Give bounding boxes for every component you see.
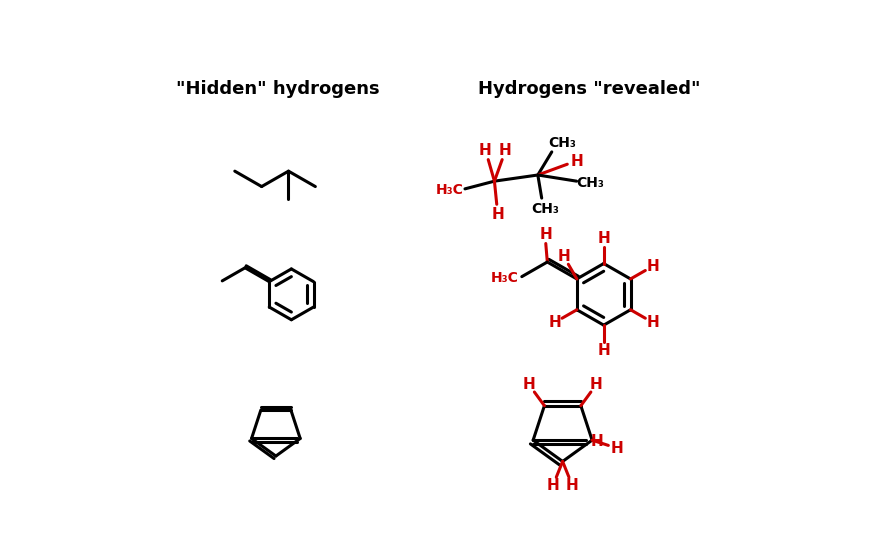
Text: H: H xyxy=(558,249,570,264)
Text: H: H xyxy=(597,343,610,358)
Text: H: H xyxy=(597,231,610,246)
Text: H: H xyxy=(566,478,579,493)
Text: H: H xyxy=(499,143,511,158)
Text: H: H xyxy=(523,377,535,392)
Text: H: H xyxy=(646,315,659,330)
Text: Hydrogens "revealed": Hydrogens "revealed" xyxy=(478,80,701,98)
Text: H: H xyxy=(611,441,623,456)
Text: CH₃: CH₃ xyxy=(577,176,605,190)
Text: H: H xyxy=(590,434,603,449)
Text: "Hidden" hydrogens: "Hidden" hydrogens xyxy=(177,80,380,98)
Text: H: H xyxy=(646,259,659,274)
Text: H: H xyxy=(492,207,504,222)
Text: H₃C: H₃C xyxy=(435,184,463,197)
Text: H: H xyxy=(479,143,491,158)
Text: H: H xyxy=(570,153,583,169)
Text: H₃C: H₃C xyxy=(491,271,518,285)
Text: H: H xyxy=(590,377,603,392)
Text: H: H xyxy=(548,315,561,330)
Text: CH₃: CH₃ xyxy=(531,202,559,216)
Text: CH₃: CH₃ xyxy=(549,136,577,150)
Text: H: H xyxy=(539,227,552,242)
Text: H: H xyxy=(546,478,559,493)
